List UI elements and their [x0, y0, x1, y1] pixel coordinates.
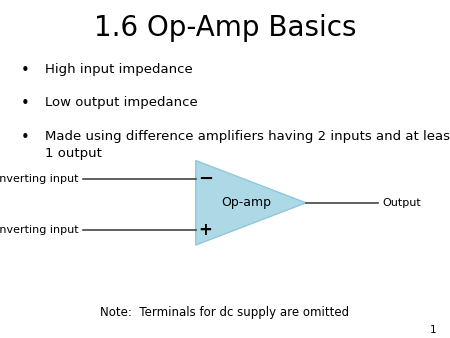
Text: Noninverting input: Noninverting input [0, 225, 79, 235]
Text: •: • [20, 63, 29, 77]
Text: Op-amp: Op-amp [221, 196, 271, 209]
Polygon shape [196, 161, 306, 245]
Text: Note:  Terminals for dc supply are omitted: Note: Terminals for dc supply are omitte… [100, 306, 350, 319]
Text: +: + [198, 221, 212, 239]
Text: Output: Output [382, 198, 421, 208]
Text: •: • [20, 96, 29, 111]
Text: Low output impedance: Low output impedance [45, 96, 198, 109]
Text: Inverting input: Inverting input [0, 174, 79, 184]
Text: •: • [20, 130, 29, 145]
Text: High input impedance: High input impedance [45, 63, 193, 75]
Text: −: − [198, 170, 213, 188]
Text: Made using difference amplifiers having 2 inputs and at least
1 output: Made using difference amplifiers having … [45, 130, 450, 160]
Text: 1.6 Op-Amp Basics: 1.6 Op-Amp Basics [94, 14, 356, 42]
Text: 1: 1 [430, 324, 436, 335]
